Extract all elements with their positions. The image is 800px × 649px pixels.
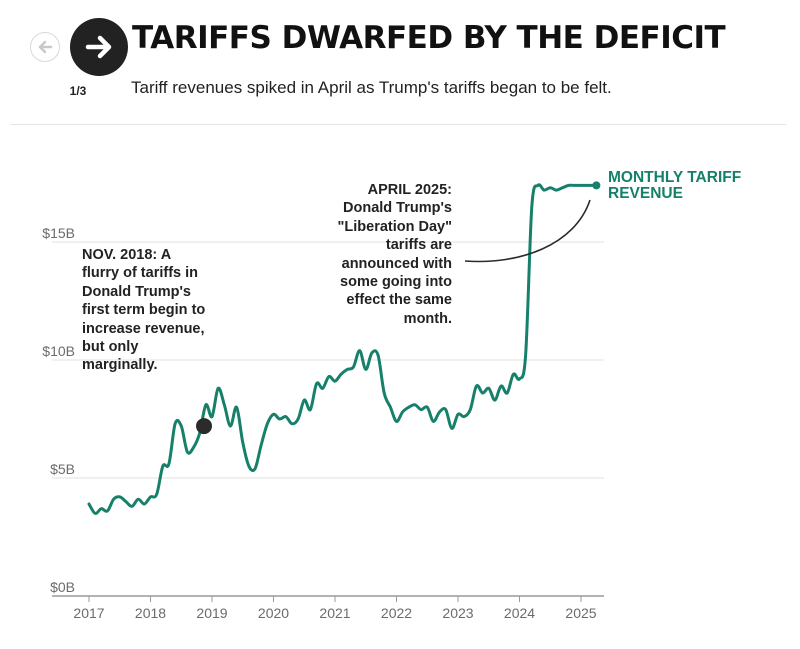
x-tick-label: 2024 xyxy=(504,605,535,621)
y-axis-ticks: $0B $5B $10B $15B xyxy=(42,225,75,595)
arrow-left-icon xyxy=(38,40,53,54)
series-label-monthly-tariff-revenue: MONTHLY TARIFF REVENUE xyxy=(608,169,742,202)
header-divider xyxy=(10,124,786,125)
annotation-marker-nov-2018 xyxy=(196,418,213,435)
slide-counter: 1/3 xyxy=(69,84,87,98)
x-tick-label: 2018 xyxy=(135,605,166,621)
x-tick-label: 2021 xyxy=(319,605,350,621)
chart-subtitle: Tariff revenues spiked in April as Trump… xyxy=(131,78,612,97)
annotation-nov-2018: NOV. 2018: A flurry of tariffs in Donald… xyxy=(82,247,206,374)
x-tick-label: 2019 xyxy=(196,605,227,621)
callout-line-april-2025 xyxy=(464,199,591,263)
y-tick-label: $10B xyxy=(42,343,75,359)
annotation-april-2025: APRIL 2025: Donald Trump's "Liberation D… xyxy=(337,182,452,327)
x-tick-label: 2025 xyxy=(565,605,596,621)
x-axis-ticks: 2017 2018 2019 2020 2021 2022 2023 2024 2025 xyxy=(73,596,597,621)
x-tick-label: 2023 xyxy=(442,605,473,621)
series-end-point xyxy=(592,181,601,190)
y-tick-label: $5B xyxy=(50,461,75,477)
chart-title: TARIFFS DWARFED BY THE DEFICIT xyxy=(132,20,726,56)
x-tick-label: 2017 xyxy=(73,605,104,621)
arrow-right-icon xyxy=(85,35,112,59)
x-tick-label: 2020 xyxy=(258,605,289,621)
gridlines xyxy=(52,241,604,479)
next-slide-button[interactable] xyxy=(70,18,128,76)
previous-slide-button[interactable] xyxy=(30,32,60,62)
y-tick-label: $15B xyxy=(42,225,75,241)
series-line-monthly-tariff-revenue xyxy=(87,183,598,515)
x-tick-label: 2022 xyxy=(381,605,412,621)
y-tick-label: $0B xyxy=(50,579,75,595)
